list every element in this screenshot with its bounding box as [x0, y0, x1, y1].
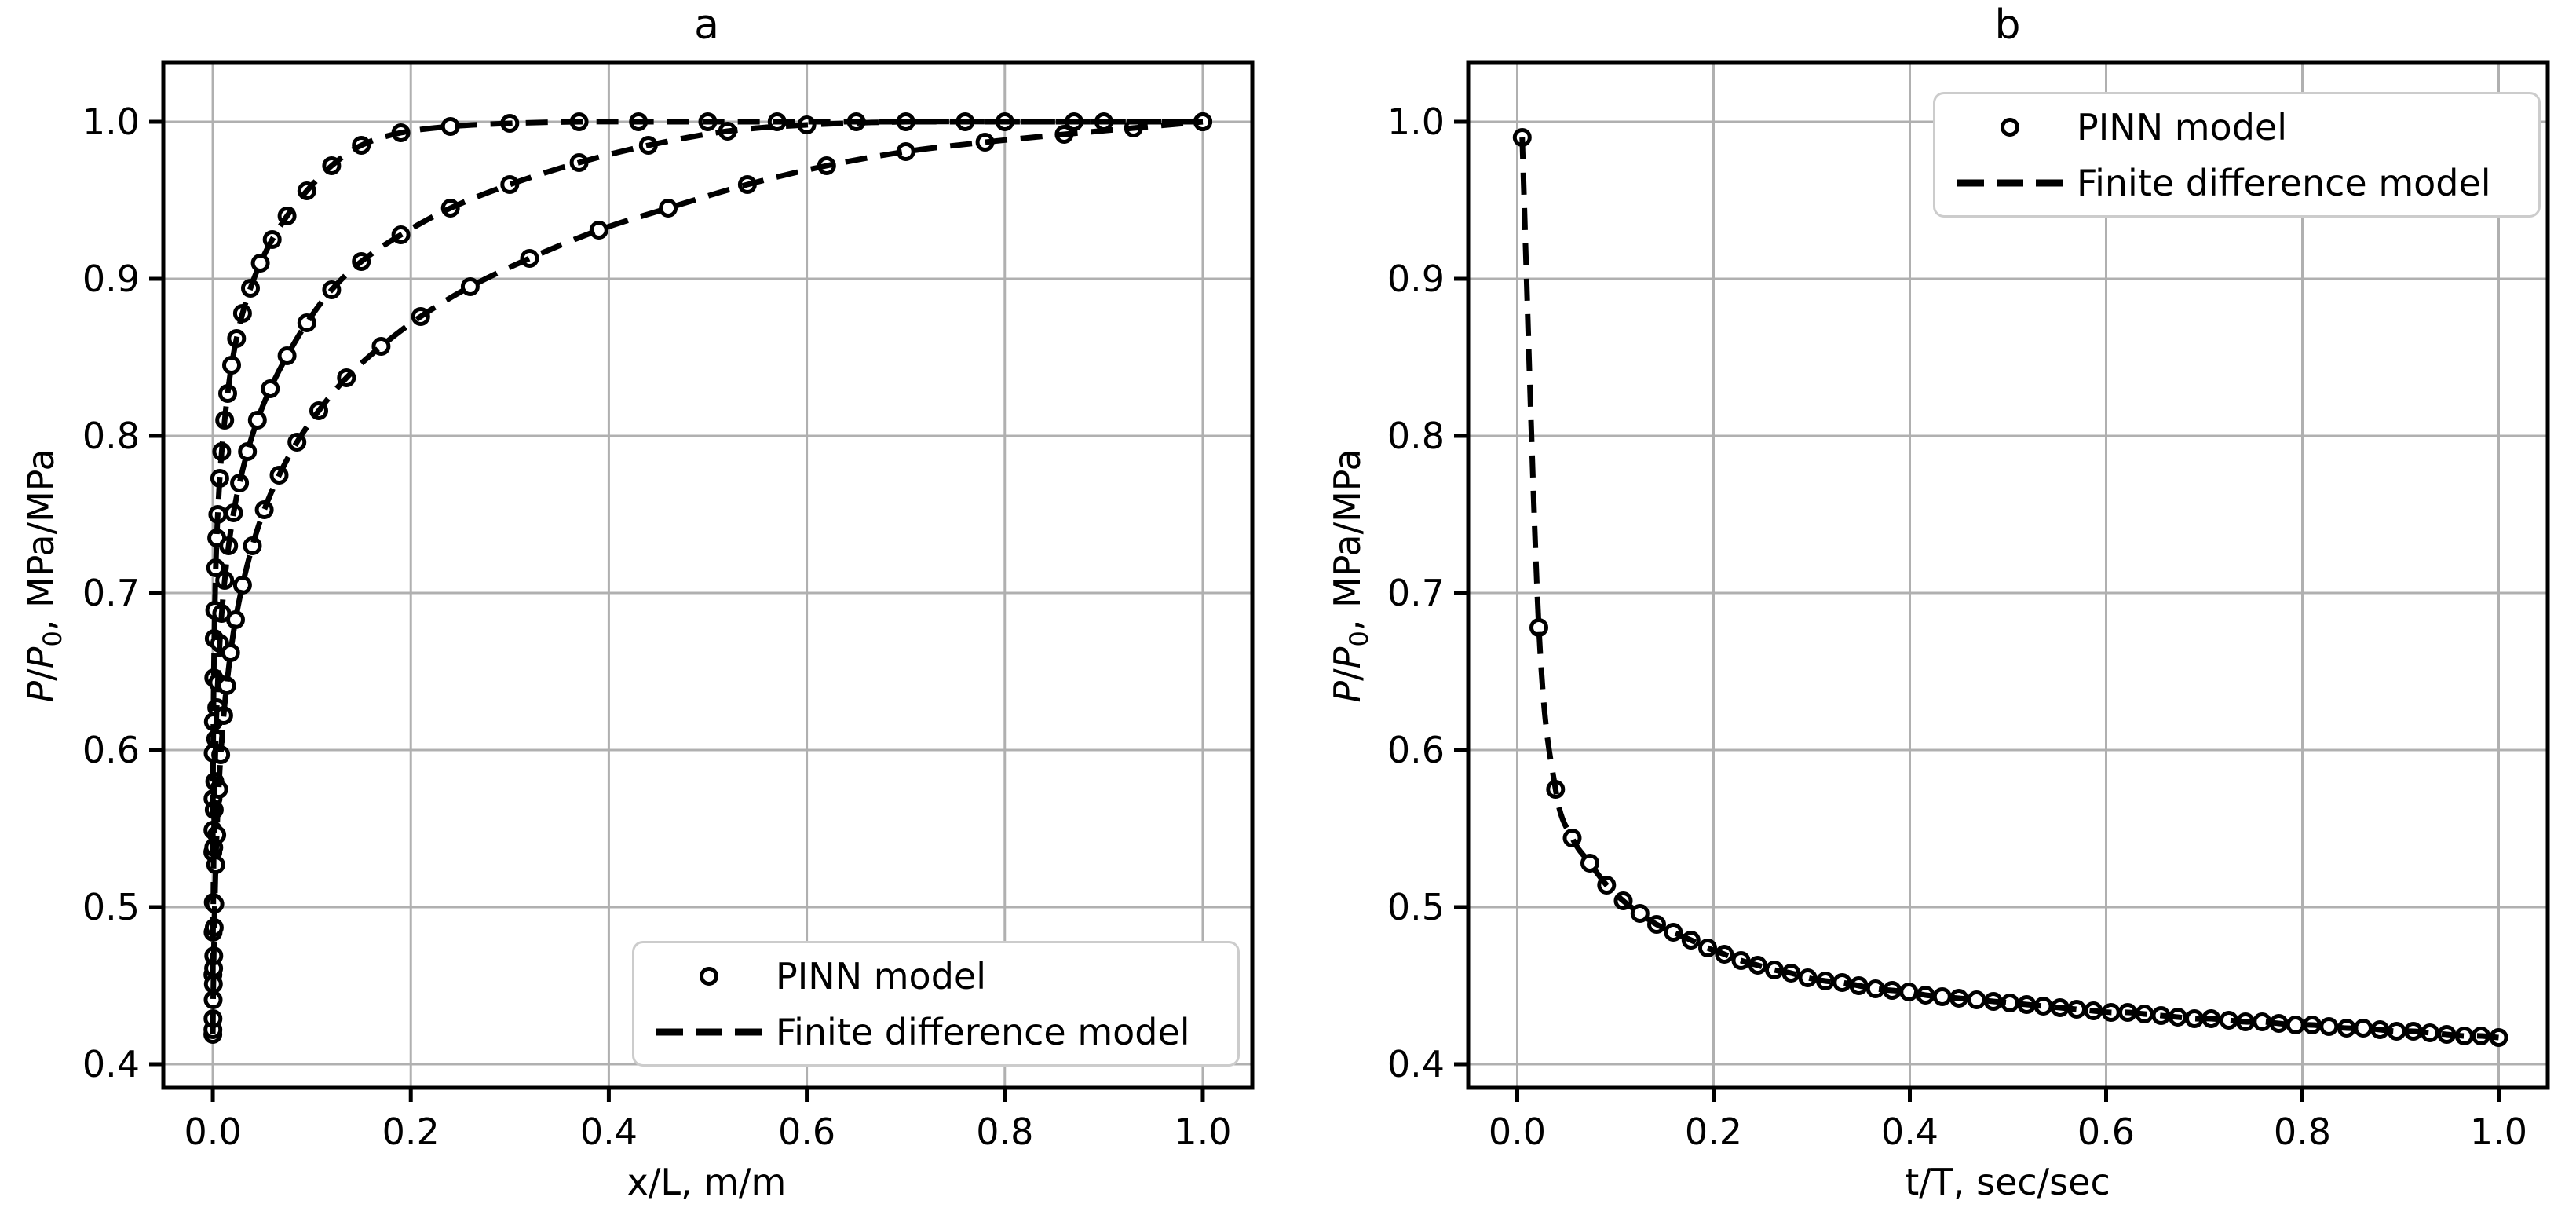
y-tick-label: 0.6	[82, 729, 140, 771]
x-tick-label: 0.2	[382, 1111, 440, 1153]
legend-label-pinn: PINN model	[776, 954, 986, 997]
pinn-marker-pressure-profile-mid-time	[247, 411, 267, 430]
subplot-a-legend: PINN model Finite difference model	[632, 941, 1240, 1067]
legend-label-pinn: PINN model	[2077, 105, 2287, 148]
ylabel-slash: /	[20, 668, 62, 681]
subplot-b-xaxis-label: t/T, sec/sec	[1905, 1161, 2110, 1203]
y-tick-label: 0.9	[82, 258, 140, 300]
x-tick-label: 0.6	[778, 1111, 835, 1153]
pinn-marker-pressure-profile-late-time	[659, 199, 678, 218]
y-tick-label: 0.5	[1387, 886, 1445, 928]
x-tick-label: 0.8	[976, 1111, 1033, 1153]
ylabel-units: , MPa/MPa	[20, 448, 62, 631]
axes-spines	[1466, 60, 2550, 1090]
pinn-marker-well-pressure-history	[1580, 854, 1599, 873]
y-tick-label: 0.8	[1387, 415, 1445, 457]
fd-line-pressure-profile-mid-time	[210, 119, 1203, 975]
pinn-marker-pressure-profile-mid-time	[277, 346, 297, 365]
pinn-marker-pressure-profile-early-time	[222, 356, 241, 375]
x-tick-label: 1.0	[1174, 1111, 1231, 1153]
ylabel-denominator: P	[1326, 646, 1368, 669]
ylabel-slash: /	[1326, 668, 1368, 681]
pinn-marker-icon	[642, 957, 776, 995]
subplot-b-title: b	[1994, 2, 2021, 49]
y-tick-label: 0.5	[82, 886, 140, 928]
finite-difference-line-icon	[1943, 164, 2077, 202]
subplot-b-yaxis-label: P/P0, MPa/MPa	[1326, 448, 1374, 703]
y-tick-label: 1.0	[82, 101, 140, 143]
pinn-marker-well-pressure-history	[1967, 990, 1986, 1009]
x-tick-label: 0.0	[184, 1111, 241, 1153]
finite-difference-line-icon	[642, 1013, 776, 1051]
x-tick-label: 0.0	[1489, 1111, 1546, 1153]
x-tick-label: 0.2	[1685, 1111, 1742, 1153]
legend-label-fd: Finite difference model	[776, 1010, 1190, 1053]
subplot-a-title: a	[694, 2, 719, 49]
x-tick-label: 1.0	[2470, 1111, 2527, 1153]
ylabel-denominator: P	[20, 646, 62, 669]
x-tick-label: 0.4	[1881, 1111, 1938, 1153]
legend-label-fd: Finite difference model	[2077, 161, 2491, 204]
legend-entry-fd: Finite difference model	[642, 1005, 1230, 1059]
y-tick-label: 0.9	[1387, 258, 1445, 300]
subplot-a-yaxis-label: P/P0, MPa/MPa	[20, 448, 68, 703]
subplot-b-legend: PINN model Finite difference model	[1933, 92, 2541, 218]
y-tick-label: 1.0	[1387, 101, 1445, 143]
pinn-marker-icon	[1943, 108, 2077, 146]
fd-line-pressure-profile-early-time	[210, 119, 1203, 853]
legend-entry-pinn: PINN model	[1943, 100, 2530, 155]
pinn-marker-pressure-profile-late-time	[460, 277, 480, 296]
ylabel-units: , MPa/MPa	[1326, 448, 1368, 631]
y-tick-label: 0.4	[82, 1043, 140, 1085]
pinn-marker-well-pressure-history	[1932, 987, 1952, 1006]
subplot-a-xaxis-label: x/L, m/m	[627, 1161, 787, 1203]
fd-line-well-pressure-history	[1519, 137, 2499, 1041]
axes-spines	[161, 60, 1255, 1090]
x-tick-label: 0.8	[2274, 1111, 2331, 1153]
pinn-marker-pressure-profile-mid-time	[261, 379, 280, 398]
pinn-marker-well-pressure-history	[2319, 1017, 2339, 1036]
y-tick-label: 0.7	[82, 572, 140, 614]
pinn-marker-pressure-profile-late-time	[221, 643, 240, 662]
y-tick-label: 0.4	[1387, 1043, 1445, 1085]
x-tick-label: 0.6	[2077, 1111, 2135, 1153]
y-tick-label: 0.6	[1387, 729, 1445, 771]
fd-line-pressure-profile-late-time	[210, 119, 1204, 1035]
ylabel-numerator: P	[20, 680, 62, 703]
y-tick-label: 0.7	[1387, 572, 1445, 614]
y-tick-label: 0.8	[82, 415, 140, 457]
pinn-marker-well-pressure-history	[1630, 904, 1650, 923]
ylabel-numerator: P	[1326, 680, 1368, 703]
legend-entry-fd: Finite difference model	[1943, 156, 2530, 210]
pinn-marker-well-pressure-history	[2286, 1016, 2305, 1034]
ylabel-subscript: 0	[38, 631, 68, 647]
x-tick-label: 0.4	[580, 1111, 638, 1153]
ylabel-subscript: 0	[1344, 631, 1375, 647]
pinn-marker-pressure-profile-early-time	[250, 254, 270, 273]
legend-entry-pinn: PINN model	[642, 949, 1230, 1004]
